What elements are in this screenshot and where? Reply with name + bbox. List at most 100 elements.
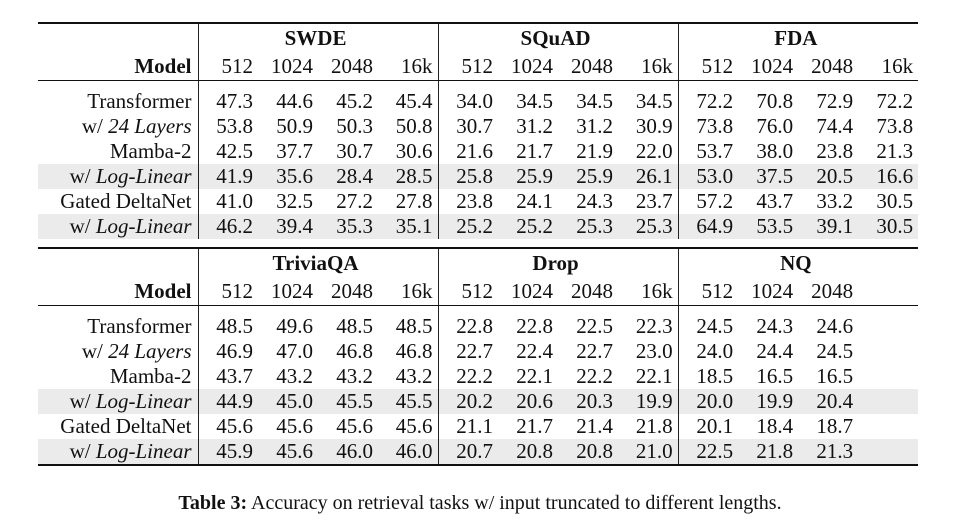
value-cell: 72.9 bbox=[816, 89, 854, 113]
value-cell: 22.1 bbox=[635, 364, 673, 388]
value-cell: 44.9 bbox=[197, 389, 258, 414]
model-name-cell: w/ Log-Linear bbox=[38, 164, 198, 189]
spacer-cell bbox=[618, 306, 678, 315]
table-row: w/ Log-Linear 44.9 45.0 45.5 45.5 20.2 20.6 20.… bbox=[38, 389, 919, 414]
value-cell: 43.7 bbox=[197, 364, 258, 389]
value-cell: 76.0 bbox=[756, 114, 794, 138]
value-cell: 20.8 bbox=[558, 439, 619, 466]
value-cell: 18.7 bbox=[816, 414, 854, 438]
length-header: 512 bbox=[437, 277, 499, 306]
value-cell: 38.0 bbox=[756, 139, 794, 163]
value-cell: 45.6 bbox=[336, 414, 373, 438]
value-cell: 70.8 bbox=[756, 89, 794, 113]
value-cell: 20.4 bbox=[798, 389, 859, 414]
value-cell: 48.5 bbox=[197, 314, 258, 339]
model-variant: 24 Layers bbox=[108, 339, 192, 363]
value-cell: 25.3 bbox=[618, 214, 679, 239]
length-header: 2048 bbox=[798, 277, 859, 306]
table-row: Transformer 48.5 49.6 48.5 48.5 22.8 22.8 22.5 2… bbox=[38, 314, 918, 339]
value-cell: 28.5 bbox=[378, 164, 439, 189]
value-cell: 20.3 bbox=[558, 389, 619, 414]
value-cell: 24.4 bbox=[756, 339, 794, 363]
spacer-cell bbox=[858, 306, 918, 315]
spacer-cell bbox=[677, 80, 739, 89]
spacer-cell bbox=[258, 81, 318, 90]
value-cell: 21.7 bbox=[516, 414, 554, 438]
value-cell: 21.8 bbox=[738, 439, 799, 466]
value-cell: 25.9 bbox=[558, 164, 619, 189]
model-name-cell: Gated DeltaNet bbox=[38, 414, 198, 439]
value-cell: 21.3 bbox=[798, 439, 859, 466]
value-cell: 46.2 bbox=[197, 214, 258, 239]
value-cell: 45.5 bbox=[318, 389, 378, 414]
value-cell: 22.8 bbox=[437, 314, 499, 339]
dataset-header: NQ bbox=[677, 247, 919, 277]
table-row: Mamba-2 42.5 37.7 30.7 30.6 21.6 21.7 21.9 22.0 5… bbox=[38, 139, 918, 164]
value-cell: 41.9 bbox=[197, 164, 258, 189]
column-header-row: Model 512 1024 2048 16k 512 1024 2048 16k 512 1024… bbox=[38, 277, 919, 306]
value-cell: 22.4 bbox=[516, 339, 554, 363]
value-cell: 53.5 bbox=[738, 214, 799, 239]
model-variant: Log-Linear bbox=[95, 164, 192, 188]
value-cell: 30.6 bbox=[395, 139, 433, 163]
model-name: w/ bbox=[69, 389, 96, 413]
length-header: 512 bbox=[197, 52, 258, 81]
value-cell: 45.0 bbox=[258, 389, 318, 414]
table-row: Transformer 47.3 44.6 45.2 45.4 34.0 34.5 34.5 3… bbox=[38, 89, 918, 114]
table-caption: Table 3: Accuracy on retrieval tasks w/ … bbox=[0, 492, 960, 515]
value-cell: 25.8 bbox=[437, 164, 499, 189]
results-table: SWDE SQuAD FDA Model 512 1024 2048 16k 512 1024 20… bbox=[38, 22, 919, 466]
value-cell: 49.6 bbox=[276, 314, 313, 338]
value-cell: 24.3 bbox=[756, 314, 794, 338]
length-header: 1024 bbox=[738, 52, 799, 81]
value-cell: 34.5 bbox=[635, 89, 673, 113]
value-cell: 21.7 bbox=[516, 139, 554, 163]
value-cell: 26.1 bbox=[618, 164, 679, 189]
model-name-cell: w/ 24 Layers bbox=[38, 339, 198, 364]
value-cell: 21.1 bbox=[437, 414, 499, 439]
value-cell: 19.9 bbox=[618, 389, 679, 414]
value-cell: 43.7 bbox=[756, 189, 794, 213]
model-name-cell: w/ Log-Linear bbox=[38, 389, 198, 414]
spacer-row bbox=[38, 80, 918, 90]
value-cell: 39.1 bbox=[798, 214, 859, 239]
model-name-cell: Mamba-2 bbox=[38, 364, 198, 389]
value-cell: 24.6 bbox=[816, 314, 854, 338]
value-cell: 20.7 bbox=[437, 439, 499, 466]
value-cell: 72.2 bbox=[876, 89, 914, 113]
spacer-cell bbox=[798, 81, 858, 90]
length-header: 1024 bbox=[738, 277, 799, 306]
value-cell: 22.8 bbox=[516, 314, 554, 338]
value-cell: 57.2 bbox=[677, 189, 739, 214]
value-cell: 46.8 bbox=[336, 339, 373, 363]
model-variant: Log-Linear bbox=[95, 389, 192, 413]
model-header: Model bbox=[38, 52, 198, 81]
value-cell: 37.7 bbox=[276, 139, 313, 163]
value-cell: 44.6 bbox=[276, 89, 313, 113]
value-cell: 27.2 bbox=[336, 189, 373, 213]
model-name: w/ bbox=[69, 439, 96, 463]
value-cell: 34.0 bbox=[437, 89, 499, 114]
spacer-cell bbox=[197, 80, 258, 89]
spacer-cell bbox=[378, 306, 438, 315]
value-cell: 22.2 bbox=[437, 364, 499, 389]
results-table-container: SWDE SQuAD FDA Model 512 1024 2048 16k 512 1024 20… bbox=[38, 22, 919, 466]
length-header: 2048 bbox=[318, 52, 378, 81]
model-name-cell: Mamba-2 bbox=[38, 139, 198, 164]
value-cell: 50.8 bbox=[395, 114, 433, 138]
value-cell: 45.6 bbox=[276, 414, 313, 438]
value-cell: 21.0 bbox=[618, 439, 679, 466]
length-header: 1024 bbox=[258, 277, 318, 306]
value-cell: 25.3 bbox=[558, 214, 619, 239]
value-cell bbox=[858, 364, 918, 389]
model-name: w/ bbox=[69, 164, 96, 188]
value-cell: 37.5 bbox=[738, 164, 799, 189]
value-cell: 23.8 bbox=[816, 139, 854, 163]
group-header-row: SWDE SQuAD FDA bbox=[38, 22, 919, 52]
length-header: 512 bbox=[197, 277, 258, 306]
spacer-cell bbox=[498, 306, 558, 315]
model-name: Transformer bbox=[87, 89, 192, 113]
value-cell: 35.6 bbox=[258, 164, 318, 189]
model-name: Transformer bbox=[87, 314, 192, 338]
length-header: 16k bbox=[378, 277, 439, 306]
